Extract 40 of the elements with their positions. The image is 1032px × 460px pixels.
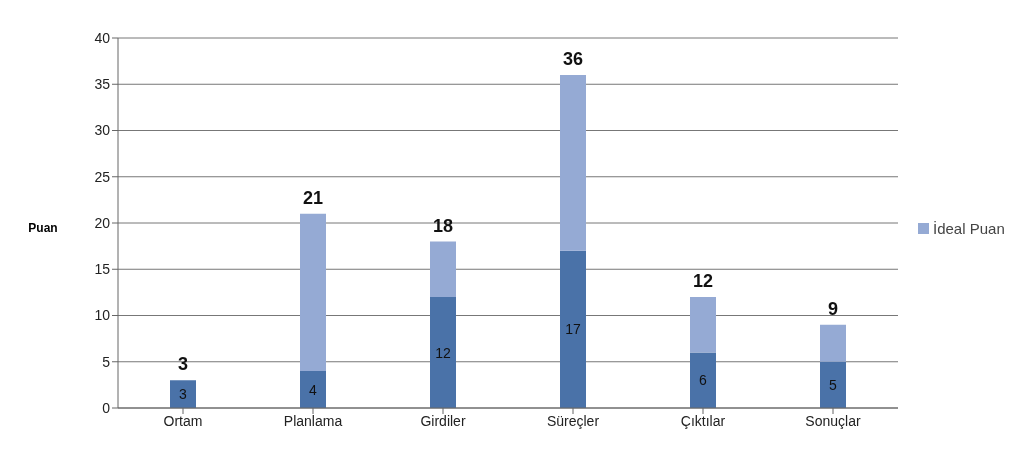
x-tick-label: Sonuçlar	[805, 412, 861, 429]
data-label: 4	[309, 381, 318, 398]
total-label: 18	[432, 215, 454, 236]
y-tick-label: 30	[94, 122, 111, 139]
data-label: 5	[829, 376, 838, 393]
x-tick-label: Planlama	[283, 412, 343, 429]
y-tick-label: 20	[94, 214, 111, 231]
x-tick-label: Süreçler	[546, 412, 600, 429]
bar	[560, 250, 586, 408]
y-tick-label: 5	[102, 353, 111, 370]
bar	[170, 380, 196, 408]
data-label: 6	[699, 372, 708, 389]
y-tick-label: 25	[94, 168, 111, 185]
bar	[820, 324, 846, 362]
x-tick-label: Girdiler	[420, 412, 466, 429]
legend-label: İdeal Puan	[933, 219, 1005, 237]
bar	[560, 75, 586, 251]
total-label: 36	[562, 49, 584, 69]
y-tick-label: 15	[94, 261, 111, 278]
bar	[430, 297, 456, 408]
y-tick-label: 10	[94, 307, 111, 324]
y-axis-title: Puan	[27, 221, 59, 235]
y-tick-label: 0	[102, 399, 111, 416]
total-label: 9	[827, 298, 839, 319]
total-label: 12	[692, 271, 714, 291]
bar	[820, 361, 846, 408]
x-tick-label: Çıktılar	[680, 412, 726, 429]
y-tick-label: 35	[94, 76, 111, 93]
bar	[690, 352, 716, 408]
x-tick-label: Ortam	[163, 412, 203, 429]
total-label: 3	[177, 354, 189, 375]
bar	[300, 213, 326, 371]
data-label: 3	[179, 386, 188, 403]
bar	[300, 371, 326, 408]
y-tick-label: 40	[94, 29, 111, 46]
total-label: 21	[302, 187, 324, 208]
bar	[430, 241, 456, 297]
data-label: 12	[435, 344, 451, 361]
data-label: 17	[565, 321, 581, 338]
bar	[690, 297, 716, 353]
